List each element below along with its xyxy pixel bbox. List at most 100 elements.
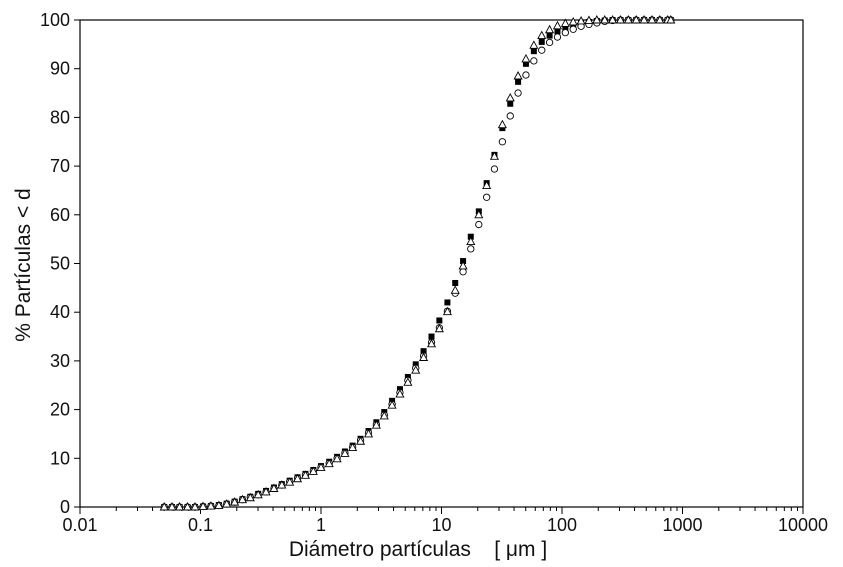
x-tick-label: 10000 [778, 515, 828, 535]
data-point [467, 245, 475, 253]
data-point [529, 40, 539, 49]
data-point [167, 502, 177, 511]
data-point [552, 20, 563, 30]
data-point [507, 100, 514, 107]
data-point [615, 15, 626, 24]
data-point [230, 497, 240, 506]
x-tick-label: 100 [547, 515, 577, 535]
data-point [206, 501, 216, 510]
data-point [576, 16, 586, 25]
data-point [253, 489, 263, 499]
data-point [159, 502, 169, 511]
data-point [466, 236, 476, 246]
data-point [506, 112, 514, 120]
data-point [379, 410, 389, 420]
data-point [340, 448, 350, 457]
data-point [198, 501, 208, 510]
data-point [522, 60, 529, 67]
data-point [300, 470, 311, 479]
data-point [538, 46, 546, 54]
data-point [269, 483, 279, 492]
data-point [459, 268, 467, 276]
data-point [363, 429, 374, 438]
data-point [655, 15, 665, 24]
data-point [584, 15, 594, 24]
data-point [434, 323, 444, 333]
data-point [521, 54, 531, 63]
data-point [190, 502, 200, 511]
data-point [419, 352, 429, 361]
plot-frame [79, 19, 804, 508]
data-point [174, 502, 185, 511]
data-point [412, 361, 419, 368]
data-point [395, 389, 405, 398]
data-point [497, 119, 507, 129]
data-point [592, 15, 602, 24]
data-point [436, 317, 443, 324]
x-tick-label: 1000 [662, 515, 702, 535]
data-point [293, 473, 303, 483]
data-point [498, 138, 507, 146]
data-point [285, 477, 295, 486]
data-point [554, 28, 561, 35]
data-point [371, 420, 381, 429]
data-point [474, 209, 484, 219]
data-point [387, 400, 397, 409]
data-point [561, 29, 569, 37]
data-point [530, 57, 538, 65]
data-point [237, 494, 248, 504]
data-point [214, 500, 224, 509]
data-point [245, 492, 255, 502]
y-tick-label: 50 [50, 254, 70, 274]
data-point [356, 436, 366, 445]
data-point [490, 165, 499, 173]
y-tick-label: 30 [50, 351, 70, 371]
y-tick-label: 40 [50, 302, 70, 322]
data-point [600, 15, 610, 24]
data-point [569, 25, 577, 33]
data-point [442, 306, 452, 316]
data-point [482, 180, 492, 190]
data-point [182, 502, 193, 511]
data-point [324, 458, 334, 468]
data-point [450, 285, 460, 294]
data-point [514, 89, 522, 97]
data-point [639, 15, 649, 24]
y-tick-label: 10 [50, 448, 70, 468]
data-point [522, 71, 530, 79]
data-point [348, 442, 358, 452]
data-point [562, 24, 569, 31]
x-tick-label: 1 [316, 515, 326, 535]
data-points [159, 15, 676, 511]
data-point [483, 193, 491, 201]
data-point [475, 220, 483, 229]
series-open-circle [160, 16, 675, 511]
data-point [623, 15, 633, 24]
data-point [277, 480, 287, 489]
y-tick-label: 0 [60, 497, 70, 517]
y-tick-label: 80 [50, 107, 70, 127]
data-point [545, 38, 554, 47]
x-axis: 0.01 0.1 1 10 100 1000 10000 [62, 507, 828, 535]
data-point [631, 15, 641, 24]
data-point [222, 499, 232, 508]
series-open-triangle [159, 15, 676, 511]
data-point [568, 17, 578, 26]
x-tick-label: 10 [431, 515, 451, 535]
data-point [458, 260, 468, 270]
data-point [403, 377, 413, 386]
data-point [546, 32, 553, 39]
data-point [513, 71, 523, 80]
data-point [261, 486, 271, 496]
data-point [332, 453, 342, 463]
y-axis-title: % Partículas < d [12, 188, 35, 342]
data-point [530, 48, 537, 55]
data-point [537, 30, 547, 40]
data-point [560, 18, 570, 27]
y-tick-label: 70 [50, 156, 70, 176]
data-point [316, 462, 326, 472]
data-point [545, 24, 555, 34]
y-axis: 0 10 20 30 40 50 60 70 80 90 100 [40, 10, 80, 517]
x-tick-label: 0.01 [62, 515, 97, 535]
